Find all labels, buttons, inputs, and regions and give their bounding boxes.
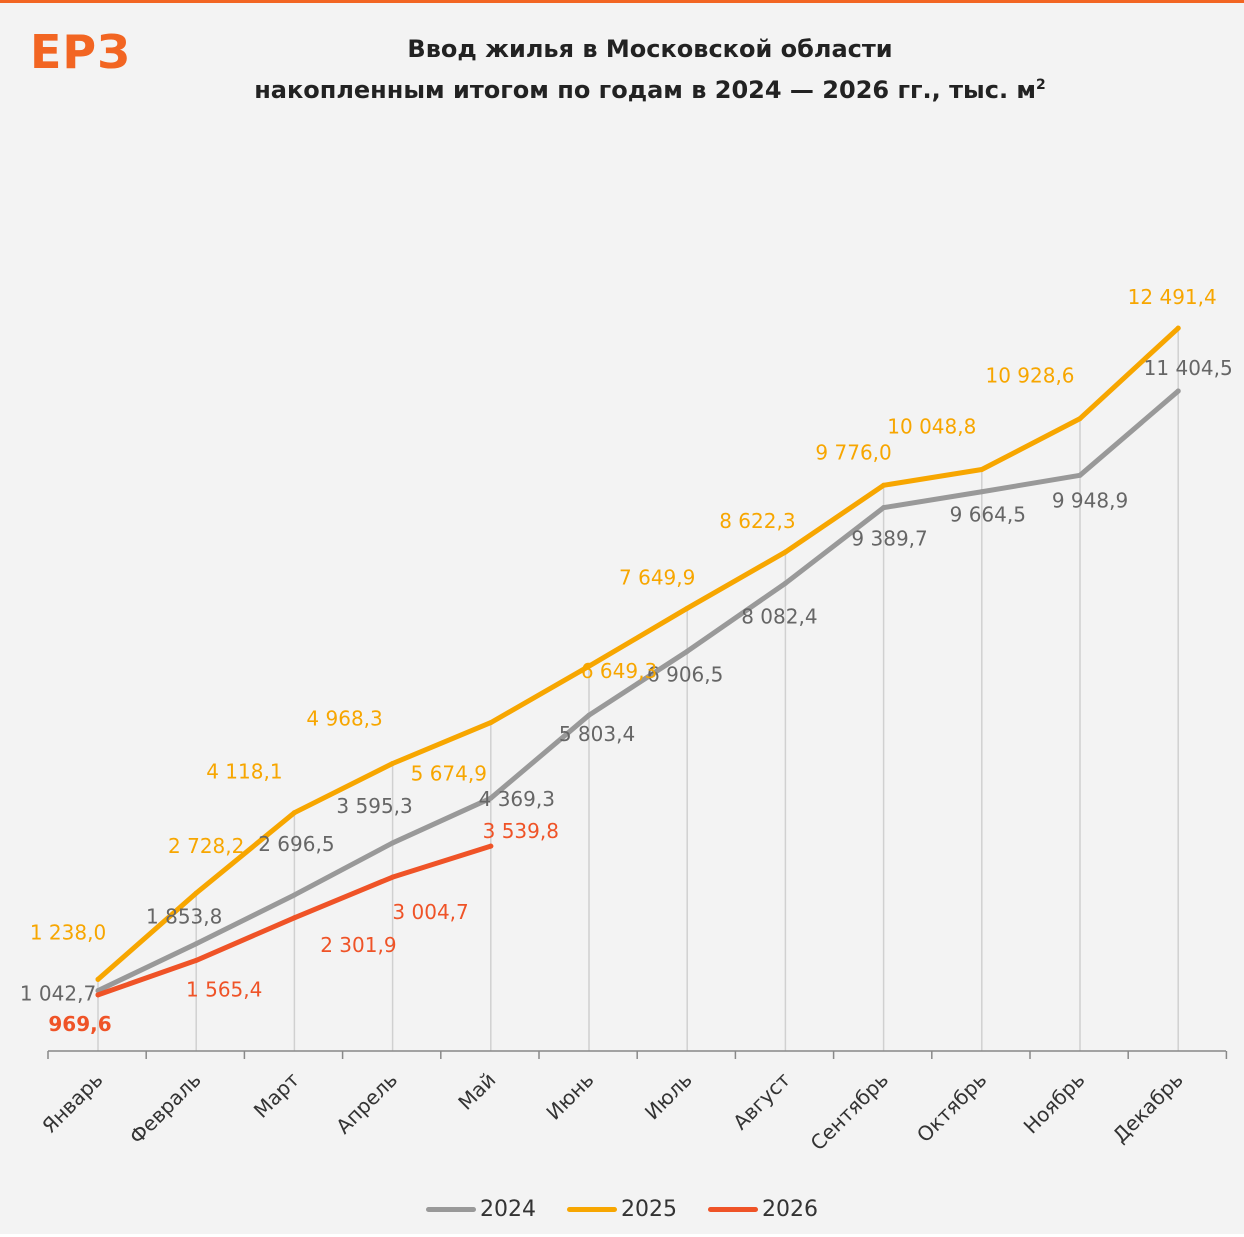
x-tick-label: Апрель	[331, 1068, 402, 1139]
data-label-2025: 9 776,0	[815, 440, 891, 464]
data-label-2026: 1 565,4	[186, 977, 262, 1001]
legend-label-2026: 2026	[762, 1197, 818, 1222]
data-point-2025	[1077, 416, 1083, 422]
data-label-2024: 4 369,3	[479, 787, 555, 811]
data-point-2025	[291, 810, 297, 816]
data-label-2024: 5 803,4	[559, 722, 635, 746]
legend-item-2025: 2025	[567, 1197, 677, 1222]
data-label-2025: 10 928,6	[985, 364, 1074, 388]
data-label-2025: 12 491,4	[1128, 285, 1217, 309]
data-point-2025	[193, 890, 199, 896]
legend-swatch-2026	[708, 1207, 758, 1212]
series-line-2024	[95, 388, 1181, 994]
data-point-2025	[95, 976, 101, 982]
data-label-2025: 6 649,3	[581, 659, 657, 683]
x-tick-label: Октябрь	[912, 1068, 991, 1147]
data-point-2026	[488, 843, 494, 849]
x-tick-label: Август	[728, 1067, 795, 1134]
data-point-2025	[586, 663, 592, 669]
data-label-2024: 8 082,4	[741, 604, 817, 628]
x-tick-label: Май	[453, 1068, 500, 1115]
x-tick-label: Ноябрь	[1019, 1068, 1090, 1139]
legend-swatch-2025	[567, 1207, 617, 1212]
data-point-2026	[291, 915, 297, 921]
title-line-2: накопленным итогом по годам в 2024 — 202…	[150, 67, 1150, 108]
data-label-2024: 9 664,5	[950, 503, 1026, 527]
data-point-2024	[488, 795, 494, 801]
series-line-2025	[95, 325, 1181, 982]
data-label-2025: 10 048,8	[887, 415, 976, 439]
data-label-2025: 2 728,2	[168, 834, 244, 858]
data-point-2024	[586, 712, 592, 718]
logo: ЕРЗ	[30, 25, 131, 79]
data-label-2025: 1 238,0	[30, 920, 106, 944]
data-point-2025	[782, 549, 788, 555]
legend-swatch-2024	[426, 1207, 476, 1212]
data-label-2025: 4 968,3	[306, 707, 382, 731]
data-label-2024: 9 948,9	[1052, 488, 1128, 512]
data-label-2024: 9 389,7	[851, 527, 927, 551]
data-label-2024: 11 404,5	[1144, 356, 1233, 380]
data-point-2024	[979, 489, 985, 495]
title-line-1: Ввод жилья в Московской области	[407, 35, 893, 63]
data-point-2025	[979, 467, 985, 473]
x-tick-label: Сентябрь	[806, 1068, 894, 1156]
x-tick-label: Декабрь	[1108, 1068, 1188, 1148]
data-point-2025	[488, 720, 494, 726]
data-label-2024: 1 042,7	[20, 982, 96, 1006]
x-tick-label: Февраль	[125, 1068, 206, 1149]
data-point-2024	[1175, 388, 1181, 394]
data-label-2025: 8 622,3	[719, 509, 795, 533]
data-point-2026	[193, 957, 199, 963]
data-point-2026	[390, 874, 396, 880]
data-label-2025: 5 674,9	[411, 762, 487, 786]
data-point-2024	[782, 580, 788, 586]
data-point-2024	[1077, 472, 1083, 478]
data-label-2024: 6 906,5	[647, 662, 723, 686]
x-tick-label: Январь	[37, 1068, 107, 1138]
data-label-2026: 2 301,9	[320, 933, 396, 957]
title-line-2-text: накопленным итогом по годам в 2024 — 202…	[254, 76, 1037, 104]
data-label-2026: 3 004,7	[392, 900, 468, 924]
data-point-2024	[291, 892, 297, 898]
data-point-2025	[881, 482, 887, 488]
data-point-2025	[390, 761, 396, 767]
legend-item-2026: 2026	[708, 1197, 818, 1222]
data-point-2024	[684, 648, 690, 654]
data-point-2025	[684, 605, 690, 611]
data-point-2024	[881, 505, 887, 511]
chart-title: Ввод жилья в Московской области накоплен…	[150, 31, 1150, 108]
legend-label-2024: 2024	[480, 1197, 536, 1222]
data-label-2025: 4 118,1	[206, 760, 282, 784]
legend-label-2025: 2025	[621, 1197, 677, 1222]
data-label-2024: 3 595,3	[336, 794, 412, 818]
data-point-2024	[390, 840, 396, 846]
data-label-2026: 969,6	[48, 1012, 111, 1036]
legend: 2024 2025 2026	[0, 1193, 1244, 1222]
data-point-2025	[1175, 325, 1181, 331]
x-tick-label: Июль	[640, 1068, 697, 1125]
data-label-2024: 1 853,8	[146, 905, 222, 929]
data-label-2025: 7 649,9	[619, 565, 695, 589]
data-label-2024: 2 696,5	[258, 832, 334, 856]
x-tick-label: Март	[249, 1067, 304, 1122]
legend-item-2024: 2024	[426, 1197, 536, 1222]
data-label-2026: 3 539,8	[483, 819, 559, 843]
line-chart: Январь Февраль Март Апрель Май Июнь Июль Август…	[20, 285, 1233, 1156]
x-tick-label: Июнь	[541, 1068, 598, 1125]
title-superscript: 2	[1036, 77, 1046, 93]
data-point-2026	[95, 992, 101, 998]
data-point-2024	[193, 941, 199, 947]
